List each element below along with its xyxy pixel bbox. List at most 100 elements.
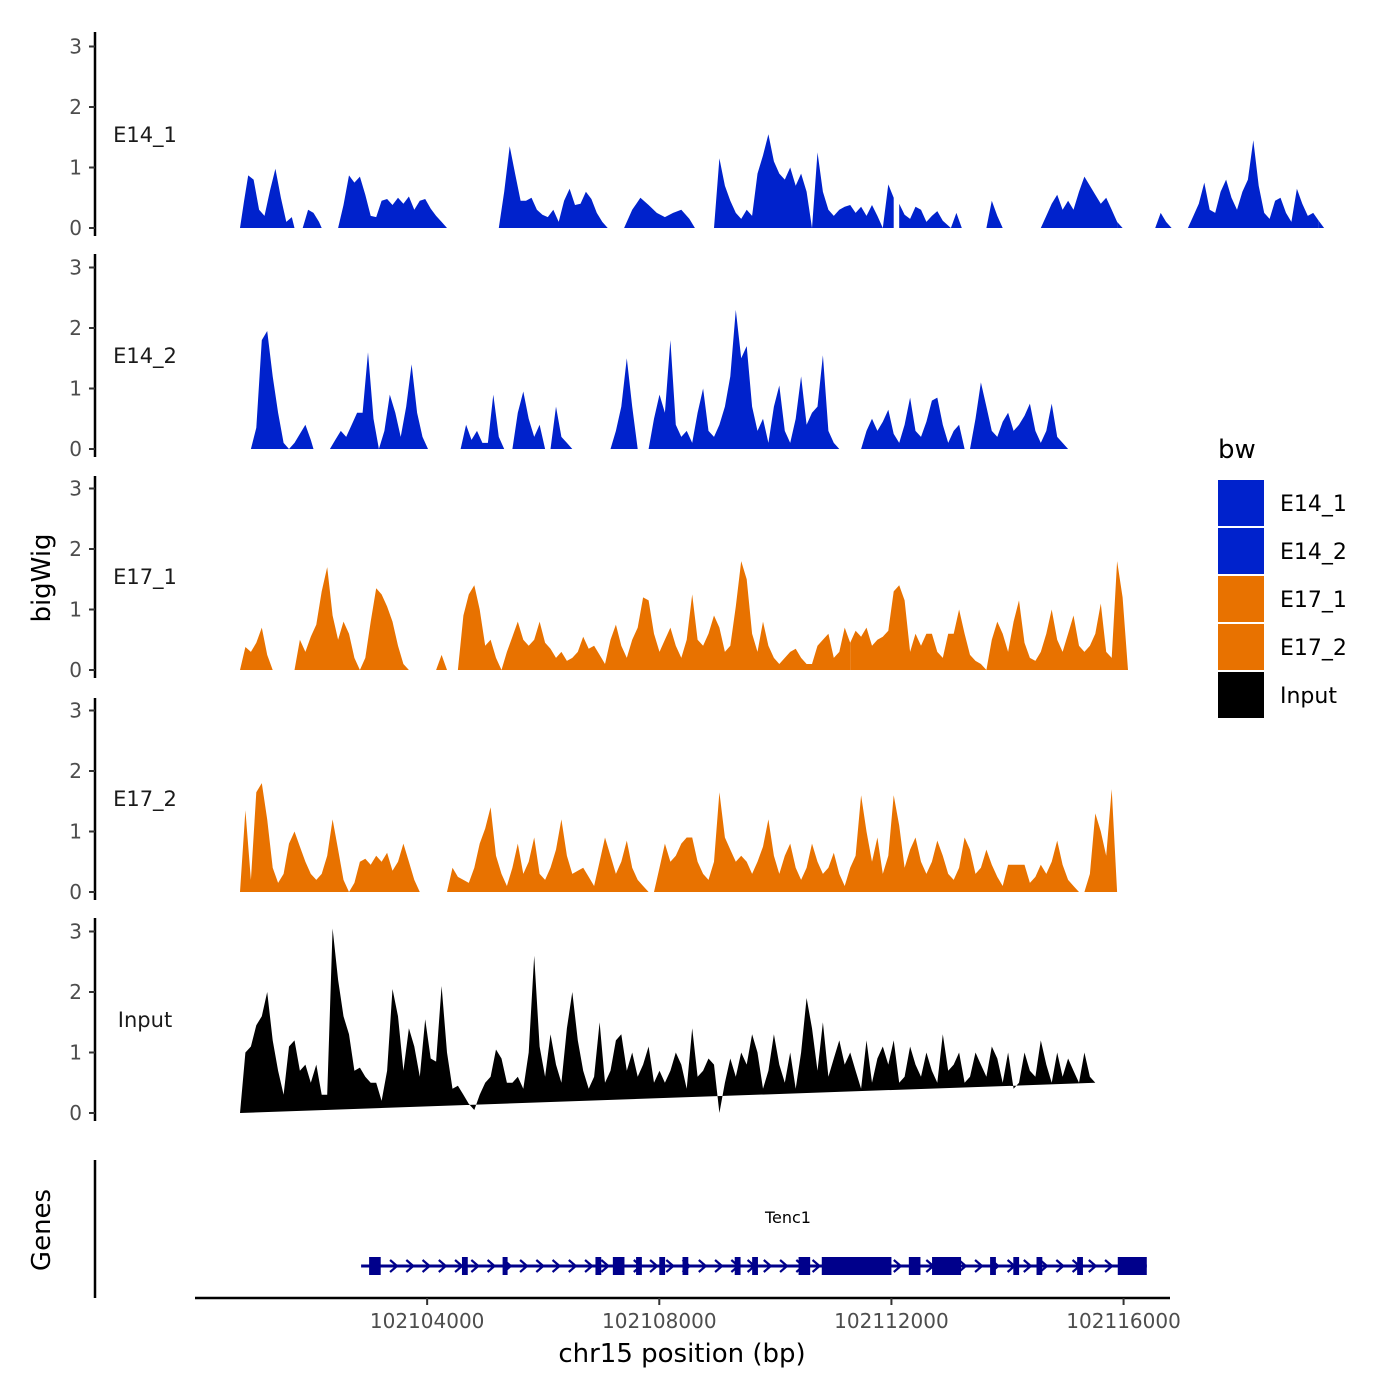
track-label: E17_2 bbox=[113, 787, 177, 812]
strand-arrow bbox=[1023, 1259, 1033, 1273]
coverage-area bbox=[240, 627, 289, 670]
exon bbox=[821, 1257, 892, 1275]
coverage-area bbox=[498, 146, 608, 228]
coverage-area bbox=[1318, 220, 1325, 228]
strand-arrow bbox=[421, 1259, 432, 1273]
strand-arrow bbox=[974, 1259, 984, 1273]
gene-tenc1: Tenc1 bbox=[361, 1208, 1147, 1275]
track-panels: 0 1 2 3 E14_1 0 1 2 3 E14_2 0 1 2 3 E17_1 0 1 2 3 E17_2 0 1 2 3… bbox=[69, 32, 1325, 1298]
coverage-area bbox=[1040, 176, 1118, 228]
strand-arrow bbox=[1088, 1259, 1098, 1273]
y-tick-label: 1 bbox=[69, 1041, 82, 1065]
track-label: E17_1 bbox=[113, 565, 177, 590]
exon bbox=[932, 1257, 962, 1275]
track-label: E14_1 bbox=[113, 123, 177, 148]
strand-arrow bbox=[584, 1259, 594, 1273]
strand-arrow bbox=[649, 1259, 659, 1273]
coverage-area bbox=[899, 203, 962, 228]
strand-arrow bbox=[486, 1259, 497, 1273]
coverage-area bbox=[329, 352, 434, 449]
coverage-area bbox=[550, 406, 573, 449]
coverage-area bbox=[240, 168, 295, 228]
exon bbox=[659, 1257, 666, 1275]
coverage-area bbox=[240, 928, 1096, 1113]
strand-arrow bbox=[698, 1259, 708, 1273]
strand-arrow bbox=[600, 1259, 611, 1273]
strand-arrow bbox=[763, 1259, 773, 1273]
strand-arrow bbox=[665, 1259, 676, 1273]
strand-arrow bbox=[1104, 1259, 1114, 1273]
exon bbox=[798, 1257, 811, 1275]
x-axis: 102104000 102108000 102112000 102116000 bbox=[195, 1296, 1181, 1333]
y-tick-label: 2 bbox=[69, 95, 82, 119]
x-tick-label: 102108000 bbox=[602, 1309, 717, 1333]
exon bbox=[752, 1257, 758, 1275]
coverage-area bbox=[1117, 221, 1123, 228]
legend: bw E14_1 E14_2 E17_1 E17_2 Input bbox=[1218, 435, 1347, 718]
coverage-area bbox=[986, 200, 1003, 228]
track-label: E14_2 bbox=[113, 344, 177, 369]
gene-track: Tenc1 bbox=[93, 1160, 1147, 1298]
strand-arrow bbox=[535, 1259, 546, 1273]
strand-arrow bbox=[551, 1259, 562, 1273]
y-tick-label: 3 bbox=[69, 35, 82, 59]
track-input: 0 1 2 3 Input bbox=[69, 918, 1096, 1125]
exon bbox=[369, 1257, 381, 1275]
track-label: Input bbox=[118, 1008, 172, 1032]
legend-item-input: Input bbox=[1218, 672, 1337, 718]
strand-arrow bbox=[438, 1259, 448, 1273]
strand-arrow bbox=[779, 1259, 789, 1273]
strand-arrow bbox=[389, 1259, 399, 1273]
exon bbox=[990, 1257, 996, 1275]
exon bbox=[461, 1257, 468, 1275]
exon bbox=[1036, 1257, 1043, 1275]
x-axis-title: chr15 position (bp) bbox=[558, 1339, 805, 1369]
exon bbox=[595, 1257, 602, 1275]
exon bbox=[682, 1257, 689, 1275]
y-tick-label: 0 bbox=[69, 437, 82, 461]
coverage-area bbox=[654, 792, 976, 892]
coverage-area bbox=[457, 561, 851, 670]
legend-item-e14-1: E14_1 bbox=[1218, 480, 1347, 526]
coverage-area bbox=[861, 382, 1128, 449]
coverage-area bbox=[1155, 212, 1172, 228]
coverage-area bbox=[338, 175, 494, 228]
legend-item-e17-2: E17_2 bbox=[1218, 624, 1347, 670]
coverage-area bbox=[1187, 140, 1319, 228]
y-tick-label: 2 bbox=[69, 537, 82, 561]
x-tick-label: 102104000 bbox=[370, 1309, 485, 1333]
y-tick-label: 1 bbox=[69, 156, 82, 180]
strand-arrow bbox=[1055, 1259, 1066, 1273]
coverage-area bbox=[302, 209, 322, 228]
y-tick-label: 2 bbox=[69, 316, 82, 340]
y-tick-label: 1 bbox=[69, 820, 82, 844]
exon bbox=[502, 1257, 508, 1275]
strand-arrow bbox=[714, 1259, 724, 1273]
legend-swatch bbox=[1218, 624, 1264, 670]
gene-label: Tenc1 bbox=[764, 1208, 811, 1227]
strand-arrow bbox=[811, 1259, 822, 1273]
strand-arrow bbox=[519, 1259, 529, 1273]
y-tick-label: 1 bbox=[69, 598, 82, 622]
coverage-area bbox=[460, 394, 510, 449]
y-tick-label: 3 bbox=[69, 256, 82, 280]
track-e17-2: 0 1 2 3 E17_2 bbox=[69, 698, 1118, 904]
exon bbox=[636, 1257, 642, 1275]
x-tick-label: 102112000 bbox=[834, 1309, 949, 1333]
strand-arrow bbox=[1039, 1259, 1049, 1273]
y-tick-label: 0 bbox=[69, 1101, 82, 1125]
legend-swatch bbox=[1218, 576, 1264, 622]
track-e14-1: 0 1 2 3 E14_1 bbox=[69, 32, 1325, 240]
coverage-area bbox=[714, 134, 894, 228]
coverage-area bbox=[447, 807, 649, 892]
exon bbox=[1077, 1257, 1083, 1275]
y-axis-title: bigWig bbox=[27, 533, 57, 622]
exon bbox=[1013, 1257, 1020, 1275]
exon bbox=[908, 1257, 921, 1275]
gene-track-title: Genes bbox=[27, 1189, 57, 1271]
strand-arrow bbox=[568, 1259, 578, 1273]
y-tick-label: 3 bbox=[69, 920, 82, 944]
legend-item-e17-1: E17_1 bbox=[1218, 576, 1347, 622]
coverage-area bbox=[294, 567, 426, 670]
legend-item-e14-2: E14_2 bbox=[1218, 528, 1347, 574]
